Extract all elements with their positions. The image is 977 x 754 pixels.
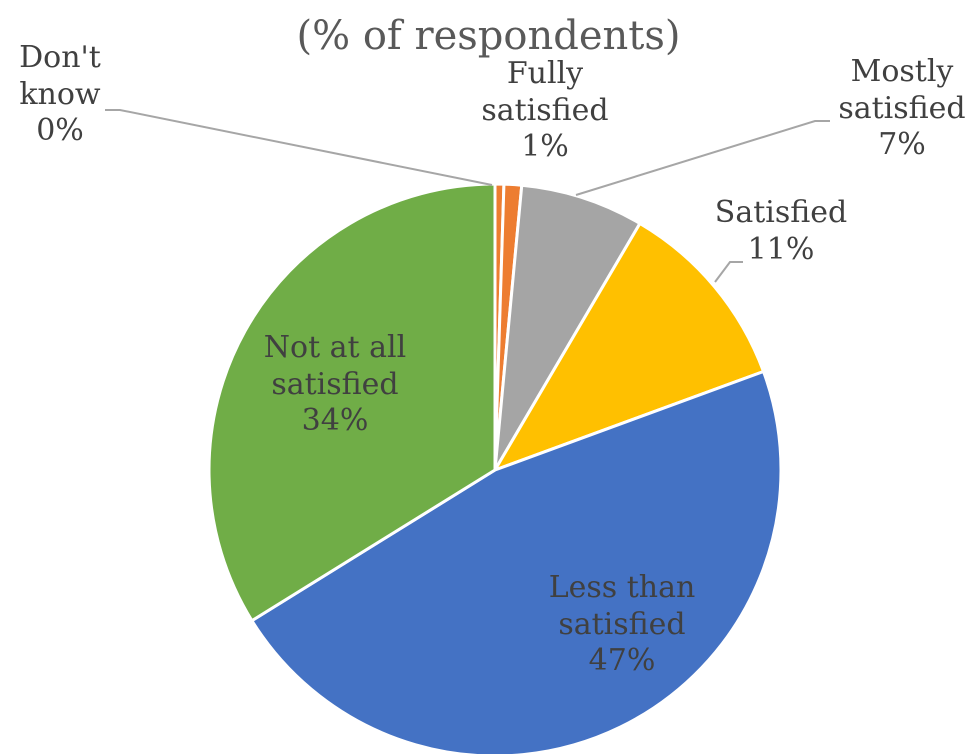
label-satisfied-line-1: Satisfied: [714, 195, 848, 230]
label-not-at-all-satisfied: Not at all satisfied 34%: [245, 330, 425, 440]
label-dont-know-value: 0%: [36, 113, 84, 149]
label-fully-satisfied-value: 1%: [521, 129, 569, 165]
leader-line-dont-know: [105, 109, 493, 186]
label-mostly-satisfied-value: 7%: [878, 127, 926, 163]
leader-line-satisfied: [714, 261, 743, 283]
label-dont-know: Don't know 0%: [8, 40, 112, 150]
pie-slice-not-at-all-satisfied: [207, 182, 497, 623]
label-mostly-satisfied-line-2: satisfied: [838, 90, 966, 126]
label-mostly-satisfied-line-1: Mostly: [850, 54, 954, 89]
pie-slice-mostly-satisfied: [493, 183, 642, 472]
leader-lines: [105, 109, 830, 283]
label-not-at-all-satisfied-value: 34%: [301, 403, 369, 439]
label-satisfied: Satisfied 11%: [706, 195, 856, 268]
label-less-than-satisfied-value: 47%: [588, 643, 656, 679]
label-less-than-satisfied: Less than satisfied 47%: [532, 570, 712, 680]
pie-slice-satisfied: [493, 221, 765, 472]
label-not-at-all-satisfied-line-2: satisfied: [271, 366, 399, 402]
label-not-at-all-satisfied-line-1: Not at all: [263, 330, 407, 365]
pie-slice-less-than-satisfied: [250, 369, 783, 754]
chart-title: (% of respondents): [296, 13, 681, 59]
label-dont-know-line-2: know: [19, 76, 101, 112]
label-dont-know-line-1: Don't: [19, 40, 101, 75]
label-less-than-satisfied-line-1: Less than: [548, 570, 696, 605]
label-fully-satisfied-line-1: Fully: [506, 56, 584, 91]
label-satisfied-value: 11%: [747, 231, 815, 267]
label-fully-satisfied-line-2: satisfied: [481, 92, 609, 128]
pie-slices: [207, 182, 783, 754]
leader-line-mostly-satisfied: [575, 120, 830, 196]
label-less-than-satisfied-line-2: satisfied: [558, 606, 686, 642]
label-mostly-satisfied: Mostly satisfied 7%: [828, 54, 976, 164]
label-fully-satisfied: Fully satisfied 1%: [470, 56, 620, 166]
